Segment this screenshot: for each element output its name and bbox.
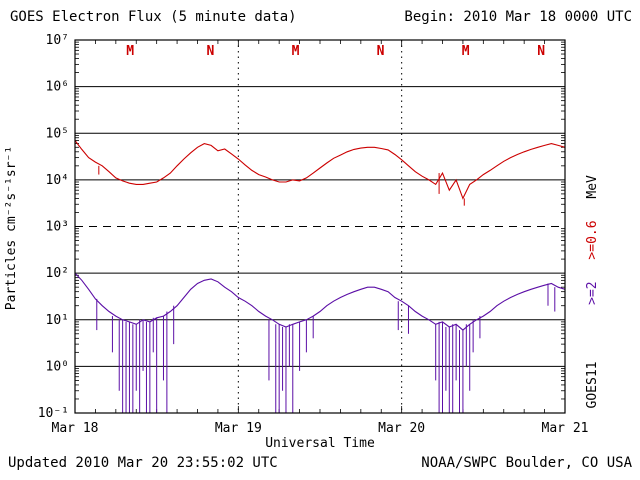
svg-text:10¹: 10¹ [46, 313, 69, 328]
chart-title: GOES Electron Flux (5 minute data) [10, 9, 297, 25]
svg-text:M: M [462, 44, 470, 59]
x-axis-label: Universal Time [265, 436, 375, 451]
channel-ge2-label: >=2 [585, 281, 600, 304]
channel-ge06-label: >=0.6 [585, 220, 600, 259]
satellite-label: GOES11 [585, 362, 600, 409]
svg-text:N: N [537, 44, 545, 59]
svg-text:N: N [377, 44, 385, 59]
svg-text:10⁻¹: 10⁻¹ [38, 406, 69, 421]
plot-generated-layer: 10⁻¹ 10⁰ 10¹ 10² 10³ 10⁴ 10⁵ 10⁶ 10⁷ Mar 18 Mar 19… [38, 33, 589, 436]
svg-text:10⁷: 10⁷ [46, 33, 69, 48]
svg-text:10²: 10² [46, 266, 69, 281]
updated-timestamp: Updated 2010 Mar 20 23:55:02 UTC [8, 455, 278, 471]
svg-text:N: N [207, 44, 215, 59]
svg-text:M: M [126, 44, 134, 59]
svg-text:10⁰: 10⁰ [46, 359, 69, 374]
y-axis-label: Particles cm⁻²s⁻¹sr⁻¹ [4, 146, 19, 310]
energy-channel-labels: >=2 >=0.6 MeV [585, 175, 600, 305]
svg-text:Mar 18: Mar 18 [52, 421, 99, 436]
svg-text:10⁵: 10⁵ [46, 126, 69, 141]
svg-text:10³: 10³ [46, 220, 69, 235]
svg-text:10⁶: 10⁶ [46, 80, 69, 95]
mev-unit-label: MeV [585, 175, 600, 199]
svg-text:10⁴: 10⁴ [46, 173, 69, 188]
svg-text:Mar 19: Mar 19 [215, 421, 262, 436]
svg-text:Mar 20: Mar 20 [378, 421, 425, 436]
svg-text:Mar 21: Mar 21 [542, 421, 589, 436]
credit-label: NOAA/SWPC Boulder, CO USA [421, 455, 632, 471]
svg-text:M: M [292, 44, 300, 59]
begin-label: Begin: 2010 Mar 18 0000 UTC [404, 9, 632, 25]
